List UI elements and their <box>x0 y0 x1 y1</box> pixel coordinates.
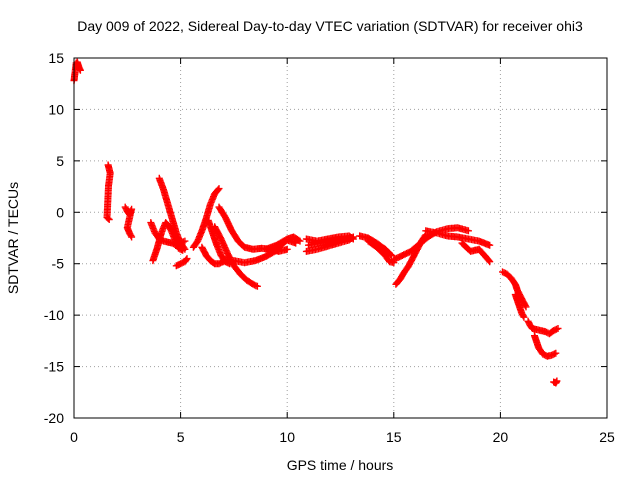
y-tick-label: -15 <box>44 359 64 375</box>
y-tick-label: 15 <box>48 50 64 66</box>
x-tick-label: 0 <box>70 429 78 445</box>
data-point <box>283 245 291 253</box>
x-tick-label: 25 <box>599 429 615 445</box>
data-point <box>295 236 303 244</box>
data-point <box>520 313 528 321</box>
data-point <box>104 215 112 222</box>
x-tick-label: 15 <box>386 429 402 445</box>
y-tick-label: -5 <box>52 256 65 272</box>
chart-title: Day 009 of 2022, Sidereal Day-to-day VTE… <box>77 18 583 34</box>
data-point <box>105 216 113 223</box>
y-tick-label: -10 <box>44 307 64 323</box>
data-point <box>553 377 561 385</box>
x-tick-label: 10 <box>279 429 295 445</box>
x-tick-label: 5 <box>177 429 185 445</box>
data-point <box>519 312 527 320</box>
data-point <box>554 325 562 332</box>
data-point <box>388 252 396 259</box>
data-point <box>180 244 188 252</box>
y-tick-label: 10 <box>48 101 64 117</box>
data-point <box>486 241 494 249</box>
y-axis-label: SDTVAR / TECUs <box>5 182 21 294</box>
data-point <box>76 66 84 74</box>
data-point <box>485 257 493 265</box>
data-point <box>522 303 530 311</box>
axis-ticks: 0 5 10 15 20 25 -20 -15 -10 -5 0 5 10 15 <box>44 50 615 445</box>
data-point <box>552 349 560 357</box>
y-tick-label: 0 <box>56 204 64 220</box>
grid <box>74 58 607 418</box>
data-point <box>253 282 261 290</box>
data-points <box>70 58 562 387</box>
plot-frame <box>73 57 608 419</box>
data-point <box>215 185 223 193</box>
data-point <box>347 234 355 242</box>
x-axis-label: GPS time / hours <box>287 457 394 473</box>
data-point <box>128 233 136 241</box>
data-point <box>486 258 494 266</box>
data-point <box>387 251 395 258</box>
y-tick-label: 5 <box>56 153 64 169</box>
data-point <box>183 255 191 263</box>
data-point <box>127 232 135 240</box>
y-tick-label: -20 <box>44 410 64 426</box>
data-point <box>296 237 304 245</box>
data-point <box>421 232 429 240</box>
x-tick-label: 20 <box>493 429 509 445</box>
data-point <box>214 186 222 194</box>
data-point <box>181 245 189 253</box>
data-point <box>464 227 472 235</box>
